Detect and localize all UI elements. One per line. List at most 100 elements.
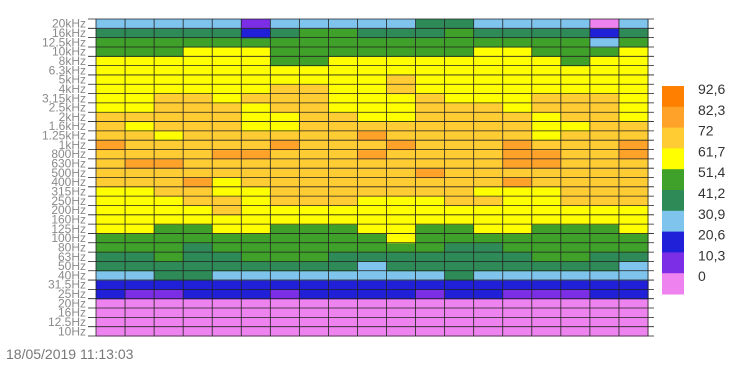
heatmap-cell bbox=[386, 252, 417, 263]
heatmap-cell bbox=[270, 317, 300, 328]
heatmap-cell bbox=[212, 186, 242, 197]
heatmap-cell bbox=[154, 214, 184, 225]
heatmap-cell bbox=[357, 252, 388, 263]
heatmap-cell bbox=[328, 298, 359, 309]
heatmap-cell bbox=[560, 252, 591, 263]
heatmap-cell bbox=[618, 56, 649, 67]
y-tick-label: 4kHz bbox=[59, 82, 86, 96]
heatmap-cell bbox=[560, 326, 591, 337]
heatmap-cell bbox=[212, 130, 242, 141]
heatmap-cell bbox=[415, 37, 446, 48]
heatmap-cell bbox=[502, 298, 533, 309]
heatmap-cell bbox=[183, 19, 213, 29]
heatmap-cell bbox=[618, 19, 649, 29]
heatmap-cell bbox=[212, 93, 242, 104]
heatmap-cell bbox=[473, 130, 504, 141]
heatmap-cell bbox=[299, 112, 330, 123]
heatmap-cell bbox=[125, 289, 155, 300]
heatmap-cell bbox=[96, 121, 126, 132]
heatmap-cell bbox=[241, 121, 271, 132]
heatmap-cell bbox=[328, 28, 359, 39]
heatmap-cell bbox=[212, 214, 242, 225]
heatmap-cell bbox=[531, 308, 562, 318]
heatmap-cell bbox=[241, 65, 271, 76]
heatmap-cell bbox=[125, 233, 155, 244]
heatmap-cell bbox=[270, 214, 300, 225]
heatmap-cell bbox=[125, 37, 155, 48]
heatmap-cell bbox=[212, 121, 242, 132]
heatmap-cell bbox=[299, 102, 330, 113]
heatmap-cell bbox=[618, 289, 649, 300]
heatmap-cell bbox=[299, 65, 330, 76]
heatmap-cell bbox=[154, 233, 184, 244]
heatmap-cell bbox=[96, 112, 126, 123]
heatmap-cell bbox=[299, 130, 330, 141]
heatmap-cell bbox=[241, 93, 271, 104]
heatmap-cell bbox=[531, 28, 562, 39]
heatmap-cell bbox=[183, 28, 213, 39]
heatmap-cell bbox=[241, 149, 271, 160]
heatmap-cell bbox=[386, 102, 417, 113]
heatmap-cell bbox=[357, 233, 388, 244]
heatmap-cell bbox=[502, 121, 533, 132]
heatmap-cell bbox=[444, 252, 475, 263]
heatmap-cell bbox=[299, 298, 330, 309]
heatmap-cell bbox=[357, 289, 388, 300]
heatmap-cell bbox=[154, 298, 184, 309]
heatmap-cell bbox=[502, 177, 533, 188]
heatmap-cell bbox=[299, 261, 330, 272]
heatmap-cell bbox=[299, 196, 330, 207]
y-tick-label: 250Hz bbox=[51, 194, 86, 208]
heatmap-cell bbox=[328, 196, 359, 207]
heatmap-cell bbox=[589, 140, 620, 151]
heatmap-cell bbox=[154, 19, 184, 29]
heatmap-cell bbox=[386, 46, 417, 57]
legend-label: 41,2 bbox=[698, 185, 725, 201]
heatmap-cell bbox=[386, 121, 417, 132]
heatmap-cells bbox=[96, 19, 649, 337]
heatmap-cell bbox=[473, 233, 504, 244]
heatmap-cell bbox=[357, 19, 388, 29]
heatmap-cell bbox=[357, 214, 388, 225]
heatmap-cell bbox=[473, 168, 504, 179]
heatmap-cell bbox=[299, 84, 330, 95]
heatmap-cell bbox=[212, 46, 242, 57]
heatmap-cell bbox=[531, 84, 562, 95]
heatmap-cell bbox=[357, 224, 388, 235]
heatmap-cell bbox=[589, 158, 620, 169]
heatmap-cell bbox=[589, 317, 620, 328]
heatmap-cell bbox=[589, 196, 620, 207]
heatmap-cell bbox=[560, 102, 591, 113]
heatmap-cell bbox=[444, 326, 475, 337]
y-tick-label: 200Hz bbox=[51, 203, 86, 217]
heatmap-cell bbox=[154, 140, 184, 151]
legend-label: 20,6 bbox=[698, 227, 725, 243]
heatmap-cell bbox=[96, 224, 126, 235]
heatmap-cell bbox=[473, 84, 504, 95]
heatmap-cell bbox=[473, 224, 504, 235]
heatmap-cell bbox=[125, 261, 155, 272]
heatmap-cell bbox=[618, 252, 649, 263]
heatmap-cell bbox=[415, 233, 446, 244]
legend-label: 82,3 bbox=[698, 102, 725, 118]
heatmap-cell bbox=[357, 65, 388, 76]
heatmap-cell bbox=[618, 168, 649, 179]
heatmap-cell bbox=[502, 205, 533, 216]
heatmap-cell bbox=[473, 177, 504, 188]
heatmap-cell bbox=[125, 280, 155, 290]
heatmap-cell bbox=[502, 280, 533, 290]
heatmap-cell bbox=[299, 205, 330, 216]
heatmap-cell bbox=[444, 205, 475, 216]
heatmap-cell bbox=[212, 56, 242, 67]
heatmap-cell bbox=[560, 261, 591, 272]
heatmap-cell bbox=[183, 177, 213, 188]
heatmap-cell bbox=[618, 224, 649, 235]
heatmap-cell bbox=[415, 28, 446, 39]
heatmap-cell bbox=[212, 205, 242, 216]
heatmap-cell bbox=[299, 186, 330, 197]
heatmap-cell bbox=[328, 224, 359, 235]
heatmap-cell bbox=[96, 261, 126, 272]
heatmap-cell bbox=[618, 298, 649, 309]
heatmap-cell bbox=[589, 149, 620, 160]
heatmap-cell bbox=[270, 168, 300, 179]
